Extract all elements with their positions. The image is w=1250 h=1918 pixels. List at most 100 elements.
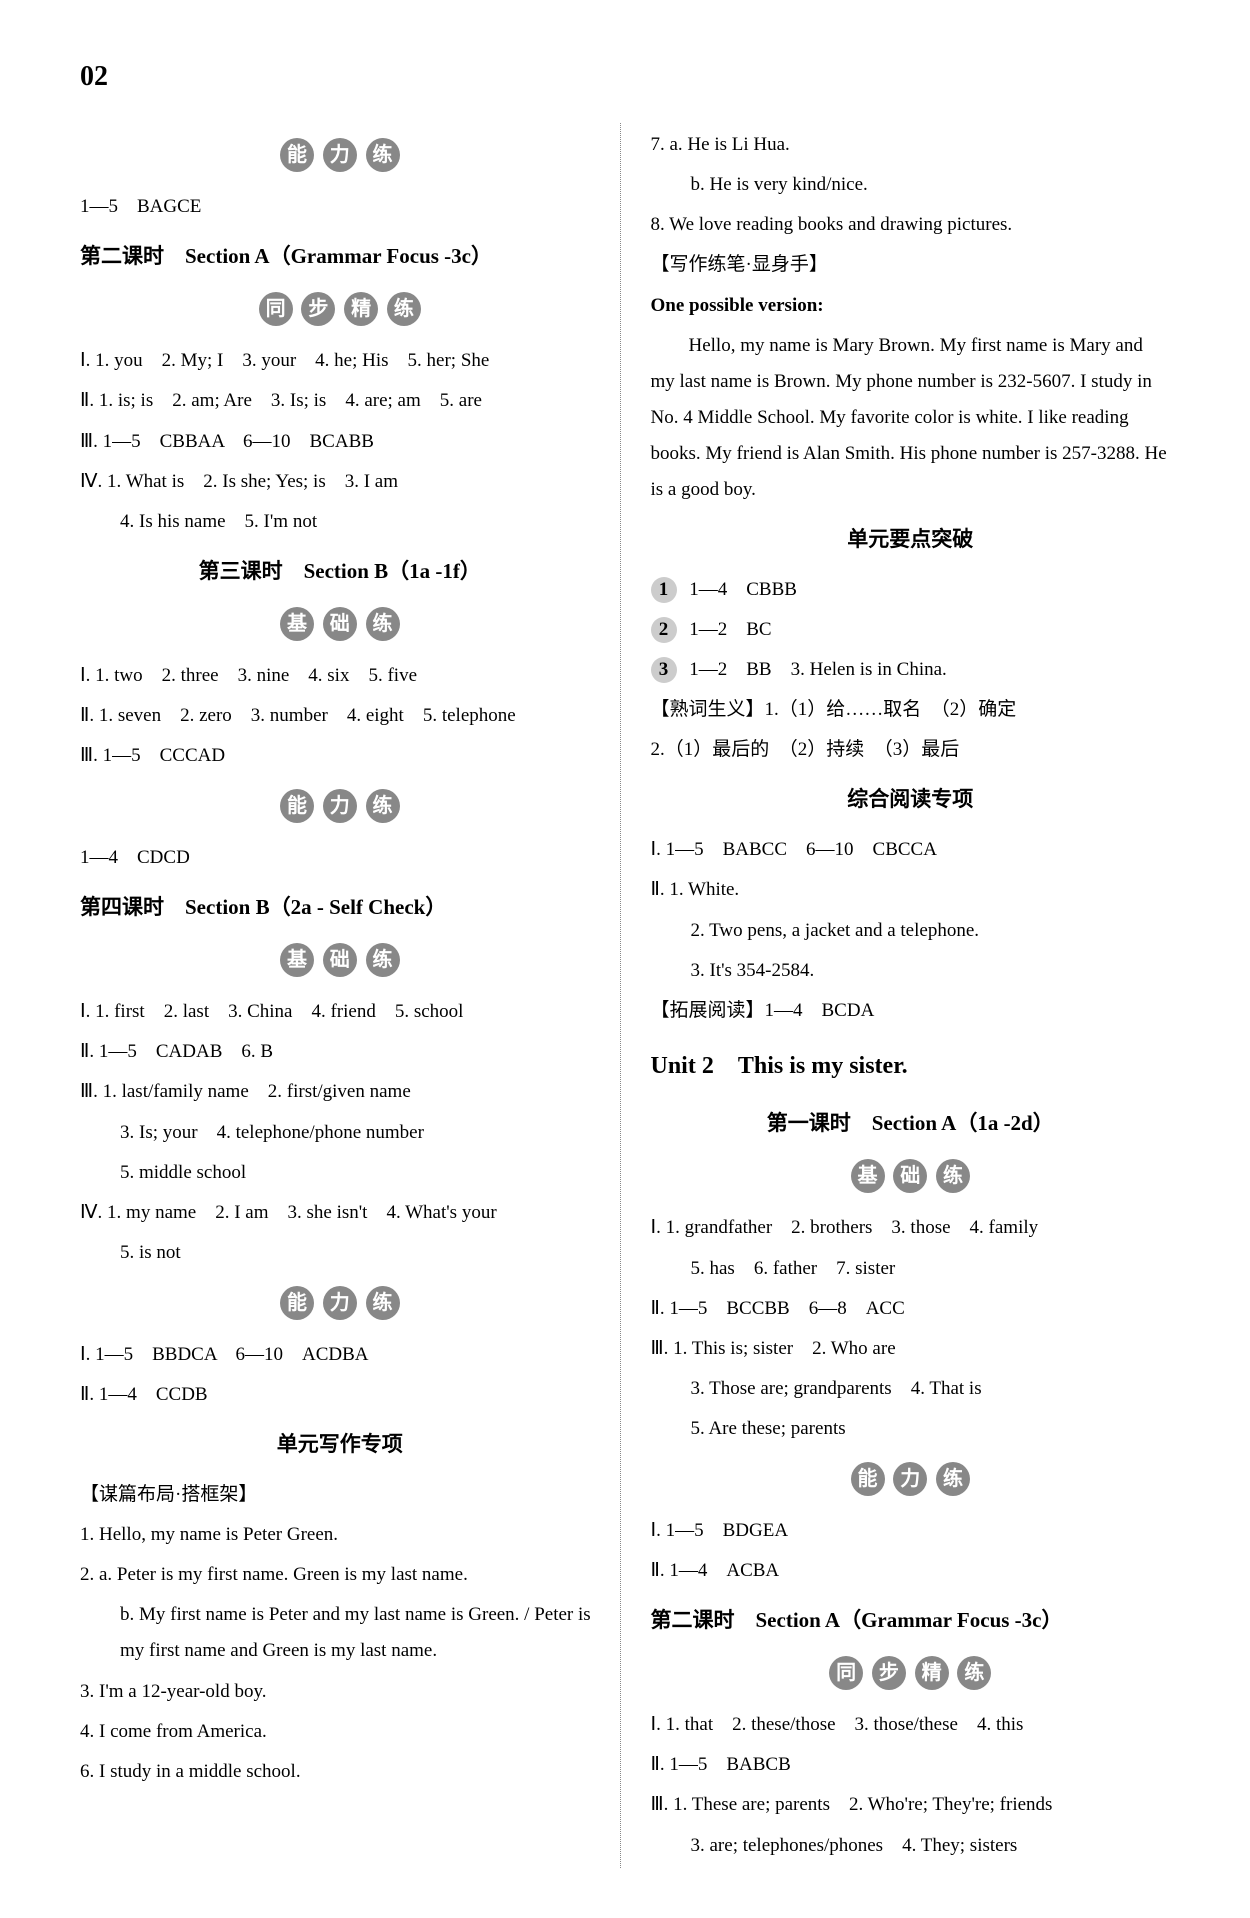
answer-line: Ⅰ. 1. first 2. last 3. China 4. friend 5… xyxy=(80,994,600,1030)
answer-line: Ⅳ. 1. What is 2. Is she; Yes; is 3. I am xyxy=(80,464,600,500)
unit2-lesson1-heading: 第一课时 Section A（1a -2d） xyxy=(651,1104,1171,1144)
answer-line: 3. are; telephones/phones 4. They; siste… xyxy=(651,1828,1171,1864)
pill-icon: 基 xyxy=(851,1159,885,1193)
writing-line: 8. We love reading books and drawing pic… xyxy=(651,207,1171,243)
writing-line: 2. a. Peter is my first name. Green is m… xyxy=(80,1557,600,1593)
answer-line: Ⅱ. 1—4 CCDB xyxy=(80,1377,600,1413)
answer-line: Ⅱ. 1—5 CADAB 6. B xyxy=(80,1034,600,1070)
pill-icon: 力 xyxy=(323,1286,357,1320)
pill-icon: 力 xyxy=(323,138,357,172)
answer-text: 1—2 BC xyxy=(689,619,771,640)
pill-icon: 练 xyxy=(366,789,400,823)
unit-breakthrough-heading: 单元要点突破 xyxy=(651,520,1171,560)
page-number: 02 xyxy=(80,50,1170,103)
answer-line: Ⅳ. 1. my name 2. I am 3. she isn't 4. Wh… xyxy=(80,1195,600,1231)
pill-icon: 础 xyxy=(323,943,357,977)
pill-icon: 精 xyxy=(915,1656,949,1690)
writing-line: b. He is very kind/nice. xyxy=(651,167,1171,203)
answer-line: 3. It's 354-2584. xyxy=(651,953,1171,989)
pill-icon: 练 xyxy=(957,1656,991,1690)
answer-line: Ⅲ. 1. This is; sister 2. Who are xyxy=(651,1331,1171,1367)
answer-line: 3. Those are; grandparents 4. That is xyxy=(651,1371,1171,1407)
pill-icon: 能 xyxy=(280,789,314,823)
answer-line: Ⅰ. 1. that 2. these/those 3. those/these… xyxy=(651,1707,1171,1743)
answer-line: 1—4 CDCD xyxy=(80,840,600,876)
heading-basic-u2: 基 础 练 xyxy=(651,1159,1171,1195)
pill-icon: 练 xyxy=(387,292,421,326)
answer-line: 2. Two pens, a jacket and a telephone. xyxy=(651,913,1171,949)
answer-line: 5. middle school xyxy=(80,1155,600,1191)
content-columns: 能 力 练 1—5 BAGCE 第二课时 Section A（Grammar F… xyxy=(80,123,1170,1867)
answer-line: Ⅲ. 1—5 CBBAA 6—10 BCABB xyxy=(80,424,600,460)
lesson-2-heading: 第二课时 Section A（Grammar Focus -3c） xyxy=(80,237,600,277)
answer-line: 1—5 BAGCE xyxy=(80,189,600,225)
pill-icon: 能 xyxy=(280,138,314,172)
pill-icon: 力 xyxy=(893,1462,927,1496)
pill-icon: 能 xyxy=(851,1462,885,1496)
writing-line: 6. I study in a middle school. xyxy=(80,1754,600,1790)
pill-icon: 练 xyxy=(366,943,400,977)
answer-line: Ⅱ. 1. seven 2. zero 3. number 4. eight 5… xyxy=(80,698,600,734)
pill-icon: 练 xyxy=(936,1462,970,1496)
pill-icon: 能 xyxy=(280,1286,314,1320)
heading-ability-2: 能 力 练 xyxy=(80,789,600,825)
one-possible-label: One possible version: xyxy=(651,288,1171,324)
writing-line: b. My first name is Peter and my last na… xyxy=(80,1597,600,1669)
heading-basic-2: 基 础 练 xyxy=(80,943,600,979)
reading-heading: 综合阅读专项 xyxy=(651,780,1171,820)
lesson-4-heading: 第四课时 Section B（2a - Self Check） xyxy=(80,888,600,928)
answer-line: Ⅲ. 1—5 CCCAD xyxy=(80,738,600,774)
pill-icon: 础 xyxy=(323,607,357,641)
unit2-lesson2-heading: 第二课时 Section A（Grammar Focus -3c） xyxy=(651,1601,1171,1641)
vocab-line: 【熟词生义】1.（1）给……取名 （2）确定 xyxy=(651,692,1171,728)
pill-icon: 础 xyxy=(893,1159,927,1193)
lesson-3-heading: 第三课时 Section B（1a -1f） xyxy=(80,552,600,592)
answer-line: 1 1—4 CBBB xyxy=(651,572,1171,608)
answer-line: Ⅱ. 1—4 ACBA xyxy=(651,1553,1171,1589)
heading-ability-u2: 能 力 练 xyxy=(651,1462,1171,1498)
circle-2-icon: 2 xyxy=(651,617,677,643)
answer-text: 1—2 BB 3. Helen is in China. xyxy=(689,659,947,680)
unit-2-title: Unit 2 This is my sister. xyxy=(651,1044,1171,1090)
pill-icon: 练 xyxy=(366,138,400,172)
answer-line: Ⅰ. 1—5 BBDCA 6—10 ACDBA xyxy=(80,1337,600,1373)
answer-line: Ⅱ. 1—5 BABCB xyxy=(651,1747,1171,1783)
heading-basic-1: 基 础 练 xyxy=(80,607,600,643)
answer-line: Ⅲ. 1. last/family name 2. first/given na… xyxy=(80,1074,600,1110)
writing-line: 7. a. He is Li Hua. xyxy=(651,127,1171,163)
answer-line: Ⅰ. 1—5 BABCC 6—10 CBCCA xyxy=(651,832,1171,868)
answer-line: Ⅰ. 1—5 BDGEA xyxy=(651,1513,1171,1549)
writing-line: 3. I'm a 12-year-old boy. xyxy=(80,1674,600,1710)
pill-icon: 练 xyxy=(936,1159,970,1193)
pill-icon: 练 xyxy=(366,607,400,641)
pill-icon: 步 xyxy=(301,292,335,326)
answer-line: Ⅱ. 1—5 BCCBB 6—8 ACC xyxy=(651,1291,1171,1327)
write-practice-label: 【写作练笔·显身手】 xyxy=(651,247,1171,283)
pill-icon: 基 xyxy=(280,607,314,641)
pill-icon: 练 xyxy=(366,1286,400,1320)
answer-line: Ⅱ. 1. is; is 2. am; Are 3. Is; is 4. are… xyxy=(80,383,600,419)
heading-sync-1: 同 步 精 练 xyxy=(80,292,600,328)
answer-line: 3 1—2 BB 3. Helen is in China. xyxy=(651,652,1171,688)
answer-line: 4. Is his name 5. I'm not xyxy=(80,504,600,540)
pill-icon: 基 xyxy=(280,943,314,977)
answer-line: Ⅱ. 1. White. xyxy=(651,872,1171,908)
answer-line: Ⅰ. 1. two 2. three 3. nine 4. six 5. fiv… xyxy=(80,658,600,694)
right-column: 7. a. He is Li Hua. b. He is very kind/n… xyxy=(651,123,1171,1867)
left-column: 能 力 练 1—5 BAGCE 第二课时 Section A（Grammar F… xyxy=(80,123,621,1867)
writing-heading: 单元写作专项 xyxy=(80,1425,600,1465)
answer-line: Ⅰ. 1. you 2. My; I 3. your 4. he; His 5.… xyxy=(80,343,600,379)
answer-line: Ⅲ. 1. These are; parents 2. Who're; They… xyxy=(651,1787,1171,1823)
circle-3-icon: 3 xyxy=(651,657,677,683)
frame-label: 【谋篇布局·搭框架】 xyxy=(80,1477,600,1513)
pill-icon: 同 xyxy=(259,292,293,326)
pill-icon: 步 xyxy=(872,1656,906,1690)
pill-icon: 精 xyxy=(344,292,378,326)
ext-reading-line: 【拓展阅读】1—4 BCDA xyxy=(651,993,1171,1029)
answer-line: 2 1—2 BC xyxy=(651,612,1171,648)
pill-icon: 同 xyxy=(829,1656,863,1690)
pill-icon: 力 xyxy=(323,789,357,823)
writing-line: 4. I come from America. xyxy=(80,1714,600,1750)
answer-line: 5. has 6. father 7. sister xyxy=(651,1251,1171,1287)
heading-ability-3: 能 力 练 xyxy=(80,1286,600,1322)
